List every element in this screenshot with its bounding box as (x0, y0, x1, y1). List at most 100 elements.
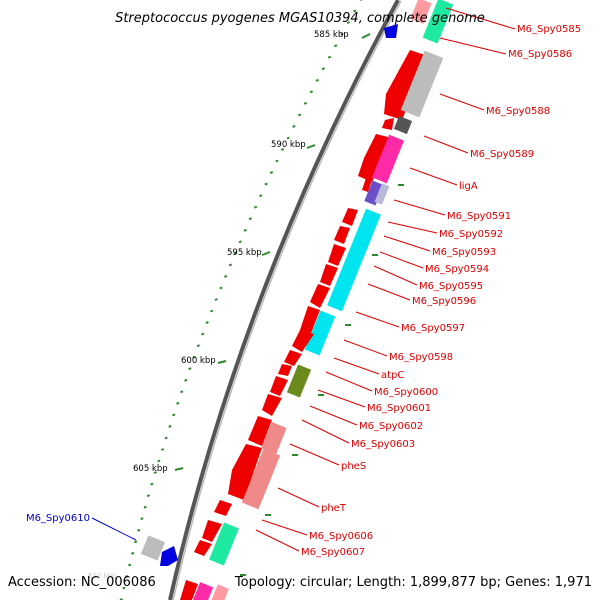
gene-M6_Spy0606-arrow[interactable] (202, 520, 222, 542)
ruler-minor-tick (137, 528, 141, 532)
gene-M6_Spy0586-arrow[interactable] (384, 50, 428, 120)
gene-M6_Spy0585-block[interactable] (422, 0, 454, 44)
gene-M6_Spy0591-cyan-block[interactable] (327, 208, 381, 312)
ruler-minor-tick (210, 309, 214, 313)
gene-M6_Spy0600-olive-block[interactable] (286, 364, 312, 398)
gene-label-leader-M6_Spy0596 (367, 283, 411, 301)
gene-label-leader-M6_Spy0610 (91, 517, 137, 541)
gene-M6_Spy0592-arrow[interactable] (334, 226, 350, 244)
gene-label-leader-M6_Spy0586 (439, 37, 507, 55)
genome-backbone-outer (168, 0, 400, 600)
gene-M6_Spy0598-arrow[interactable] (284, 350, 302, 366)
gene-label-leader-pheT (277, 487, 320, 508)
gene-labels: M6_Spy0585 M6_Spy0586 M6_Spy0588 M6_Spy0589… (26, 7, 581, 558)
gene-ligA-magenta-block[interactable] (371, 134, 405, 184)
gene-label-leader-M6_Spy0603 (301, 419, 350, 444)
gene-label-leader-ligA (409, 167, 458, 186)
gene-label-pheS[interactable]: pheS (341, 461, 366, 472)
gene-M6_Spy0600-arrow[interactable] (270, 376, 288, 396)
gene-pheS-arrow[interactable] (228, 444, 262, 500)
ruler-minor-tick (172, 413, 176, 417)
gene-label-M6_Spy0603[interactable]: M6_Spy0603 (351, 439, 415, 450)
ruler-minor-tick (168, 424, 172, 428)
gene-label-M6_Spy0601[interactable]: M6_Spy0601 (367, 403, 431, 414)
ruler-minor-tick (280, 148, 285, 151)
gene-label-M6_Spy0585[interactable]: M6_Spy0585 (517, 24, 581, 35)
gene-M6_Spy0591-arrow[interactable] (342, 208, 358, 226)
map-title: Streptococcus pyogenes MGAS10394, comple… (115, 11, 485, 26)
gene-M6_Spy0593-arrow[interactable] (328, 244, 346, 266)
ruler-minor-tick (228, 263, 233, 267)
gene-M6_Spy0601-arrow[interactable] (262, 394, 282, 416)
gene-label-M6_Spy0586[interactable]: M6_Spy0586 (508, 49, 572, 60)
gene-label-M6_Spy0600[interactable]: M6_Spy0600 (374, 387, 438, 398)
ruler-minor-tick (303, 101, 307, 105)
gene-M6_Spy0610-grey-block[interactable] (140, 535, 166, 561)
gene-label-M6_Spy0593[interactable]: M6_Spy0593 (432, 247, 496, 258)
gene-label-pheT[interactable]: pheT (321, 503, 347, 514)
ruler-minor-tick (134, 540, 138, 544)
gene-label-M6_Spy0589[interactable]: M6_Spy0589 (470, 149, 534, 160)
gene-label-M6_Spy0596[interactable]: M6_Spy0596 (412, 296, 476, 307)
ruler-minor-ticks (119, 0, 363, 600)
gene-M6_Spy0607-arrow[interactable] (194, 540, 212, 556)
gene-M6_Spy0594-arrow[interactable] (320, 264, 338, 286)
ruler-minor-tick (192, 355, 196, 359)
gene-M6_Spy0602-arrow[interactable] (248, 416, 272, 446)
topology-text: Topology: circular; Length: 1,899,877 bp… (234, 575, 592, 590)
ruler-major-ticks: 585 kbp 590 kbp 595 kbp 600 kbp 605 kbp … (88, 30, 371, 580)
gene-label-leader-M6_Spy0601 (317, 389, 366, 408)
gene-label-M6_Spy0598[interactable]: M6_Spy0598 (389, 352, 453, 363)
gene-label-M6_Spy0610[interactable]: M6_Spy0610 (26, 513, 90, 524)
gene-M6_Spy0597-cyan-block[interactable] (304, 310, 336, 356)
gene-M6_Spy0607-green-block[interactable] (209, 522, 239, 566)
ruler-minor-tick (340, 32, 344, 36)
gene-M6_Spy0597-arrow[interactable] (292, 330, 314, 352)
gene-blue-arrow-top[interactable] (384, 24, 398, 38)
gene-label-M6_Spy0592[interactable]: M6_Spy0592 (439, 229, 503, 240)
gene-label-M6_Spy0595[interactable]: M6_Spy0595 (419, 281, 483, 292)
ruler-minor-tick (219, 286, 223, 290)
ruler-minor-tick (150, 482, 154, 486)
gene-label-M6_Spy0591[interactable]: M6_Spy0591 (447, 211, 511, 222)
gene-pheT-small-arrow[interactable] (214, 500, 232, 516)
genome-backbone-inner (172, 0, 402, 600)
gene-atpC-arrow[interactable] (278, 364, 292, 376)
gene-M6_Spy0610-blue-arrow[interactable] (160, 546, 178, 566)
gene-M6_Spy0596-arrow[interactable] (300, 306, 320, 336)
ruler-minor-tick (184, 378, 188, 382)
gene-small-red-1[interactable] (362, 178, 372, 192)
gene-ligA-purple-block[interactable] (364, 180, 384, 206)
gene-M6_Spy0586-grey-block[interactable] (400, 50, 444, 118)
ruler-minor-tick (286, 136, 290, 140)
gene-label-M6_Spy0607[interactable]: M6_Spy0607 (301, 547, 365, 558)
ruler-tick-590 (306, 144, 316, 149)
gene-label-M6_Spy0594[interactable]: M6_Spy0594 (425, 264, 489, 275)
gene-M6_Spy0595-arrow[interactable] (310, 284, 330, 308)
gene-bottom-pink-block[interactable] (211, 584, 229, 600)
gene-M6_Spy0603-salmon-block[interactable] (261, 422, 287, 454)
ruler-tick-605 (174, 467, 184, 471)
gene-label-M6_Spy0588[interactable]: M6_Spy0588 (486, 106, 550, 117)
gene-label-atpC[interactable]: atpC (381, 370, 404, 381)
gene-label-leader-pheS (289, 443, 340, 466)
ruler-minor-tick (253, 205, 258, 209)
gene-bottom-red-arrow[interactable] (180, 580, 198, 600)
gene-M6_Spy0589-arrow[interactable] (358, 134, 392, 182)
ruler-minor-tick (153, 471, 157, 475)
gene-label-leader-M6_Spy0589 (423, 135, 469, 154)
gene-label-M6_Spy0606[interactable]: M6_Spy0606 (309, 531, 373, 542)
gene-ligA-grey-block[interactable] (374, 183, 390, 205)
gene-label-M6_Spy0597[interactable]: M6_Spy0597 (401, 323, 465, 334)
ruler-minor-tick (238, 240, 242, 244)
gene-M6_Spy0588-dark-block[interactable] (393, 115, 413, 135)
gene-label-M6_Spy0602[interactable]: M6_Spy0602 (359, 421, 423, 432)
gene-label-ligA[interactable]: ligA (459, 181, 478, 192)
ruler-minor-tick (275, 159, 279, 163)
ruler-minor-tick (346, 21, 350, 25)
gene-M6_Spy0588-small-arrow[interactable] (382, 118, 394, 130)
gene-pheS-salmon-block[interactable] (241, 448, 281, 510)
ruler-minor-tick (309, 90, 313, 94)
gene-label-leader-M6_Spy0588 (439, 93, 485, 111)
gene-top-pink-block[interactable] (410, 0, 432, 24)
